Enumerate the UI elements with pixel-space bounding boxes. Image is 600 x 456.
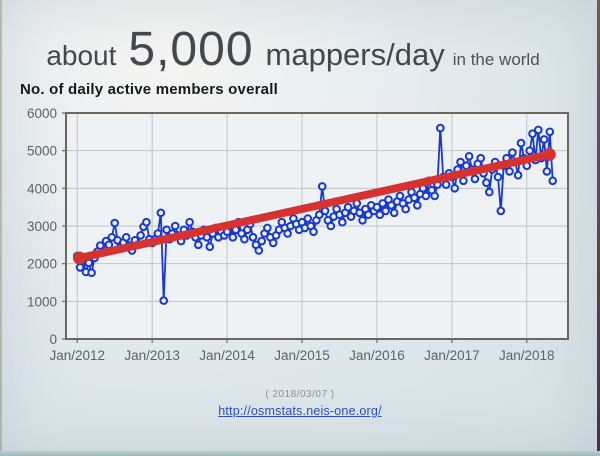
photo-edge-right — [597, 0, 600, 456]
data-point-marker — [87, 268, 96, 277]
data-point-marker — [96, 241, 105, 250]
x-axis-tick-label: Jan/2016 — [349, 348, 405, 363]
data-point-marker — [378, 199, 388, 208]
x-axis-tick-label: Jan/2012 — [49, 348, 105, 363]
data-point-marker — [389, 208, 399, 218]
data-point-marker — [542, 167, 552, 176]
source-link[interactable]: http://osmstats.neis-one.org/ — [218, 404, 382, 418]
data-point-marker — [464, 152, 474, 161]
data-point-marker — [320, 206, 330, 216]
data-point-marker — [303, 214, 313, 223]
data-point-marker — [194, 240, 203, 250]
data-point-marker — [159, 296, 168, 305]
data-point-marker — [528, 129, 537, 139]
data-point-marker — [136, 231, 145, 240]
data-point-marker — [493, 172, 503, 182]
y-axis-tick-label: 4000 — [27, 181, 57, 196]
data-point-marker — [228, 233, 238, 242]
data-point-marker — [162, 225, 171, 235]
data-point-marker — [156, 208, 166, 218]
data-point-marker — [240, 234, 249, 244]
data-point-marker — [505, 167, 514, 176]
data-point-marker — [456, 157, 465, 167]
data-point-marker — [364, 210, 373, 219]
data-point-marker — [436, 123, 445, 133]
x-axis-tick-label: Jan/2017 — [424, 348, 480, 363]
trend-endpoint — [542, 147, 556, 161]
data-point-marker — [441, 180, 451, 189]
data-point-marker — [410, 193, 419, 203]
photo-edge-bottom — [0, 451, 600, 456]
data-point-marker — [372, 202, 382, 212]
y-axis-tick-label: 0 — [49, 332, 57, 347]
data-point-marker — [430, 191, 439, 201]
data-point-marker — [413, 201, 422, 210]
data-point-marker — [315, 210, 324, 219]
data-point-marker — [248, 233, 258, 242]
data-point-marker — [395, 191, 405, 201]
footer-date: ( 2018/03/07 ) — [265, 389, 335, 400]
data-point-marker — [545, 127, 555, 137]
data-point-marker — [254, 246, 264, 255]
title-prefix: about — [46, 40, 117, 71]
data-point-marker — [375, 210, 385, 219]
photo-edge-left — [0, 0, 2, 456]
data-point-marker — [470, 174, 480, 184]
y-axis-tick-label: 6000 — [27, 106, 57, 121]
title-suffix: in the world — [452, 50, 540, 69]
y-axis-tick-label: 5000 — [27, 144, 57, 159]
data-point-marker — [381, 206, 390, 216]
data-point-marker — [459, 176, 468, 186]
data-point-marker — [496, 206, 506, 216]
data-point-marker — [401, 204, 411, 214]
data-point-marker — [534, 125, 543, 135]
data-point-marker — [482, 178, 491, 187]
data-point-marker — [358, 216, 367, 225]
data-point-marker — [548, 176, 558, 186]
data-point-marker — [170, 221, 180, 231]
data-point-marker — [508, 148, 517, 157]
x-axis-tick-label: Jan/2014 — [199, 348, 255, 363]
title-number: 5,000 — [128, 23, 254, 76]
data-point-marker — [263, 223, 272, 233]
data-point-marker — [516, 138, 526, 148]
data-point-marker — [142, 217, 151, 227]
x-axis-tick-label: Jan/2013 — [124, 348, 180, 363]
x-axis-tick-label: Jan/2018 — [499, 348, 555, 363]
data-point-marker — [338, 217, 347, 227]
data-point-marker — [326, 221, 336, 231]
data-point-marker — [343, 202, 353, 212]
data-point-marker — [153, 229, 163, 238]
footer-link-row: http://osmstats.neis-one.org/ — [0, 402, 600, 420]
data-point-marker — [185, 217, 194, 227]
data-point-marker — [257, 236, 266, 246]
data-point-marker — [121, 233, 131, 242]
data-point-marker — [513, 170, 523, 180]
data-point-marker — [317, 182, 327, 191]
chart-heading: No. of daily active members overall — [20, 81, 278, 98]
data-point-marker — [355, 208, 364, 218]
y-axis-tick-label: 1000 — [27, 294, 57, 309]
data-point-marker — [525, 146, 535, 156]
data-point-marker — [309, 227, 318, 236]
title-unit: mappers/day — [265, 37, 445, 72]
data-point-marker — [283, 229, 292, 238]
data-point-marker — [450, 184, 460, 193]
trend-endpoint — [72, 251, 86, 265]
x-axis-tick-label: Jan/2015 — [274, 348, 330, 363]
y-axis-tick-label: 2000 — [27, 257, 57, 272]
data-point-marker — [268, 238, 278, 248]
y-axis-tick-label: 3000 — [27, 219, 57, 234]
chart-svg: 0 1000 2000 3000 4000 5000 6000 Jan/2012 Jan/201… — [27, 106, 569, 363]
data-point-marker — [110, 218, 119, 228]
data-point-marker — [485, 187, 494, 197]
trend-line — [75, 150, 554, 263]
data-point-marker — [205, 242, 215, 251]
data-point-marker — [387, 201, 396, 210]
data-point-marker — [476, 153, 486, 163]
data-point-marker — [539, 135, 549, 144]
page-title: about 5,000 mappers/day in the world — [0, 22, 586, 77]
data-point-marker — [421, 191, 431, 201]
